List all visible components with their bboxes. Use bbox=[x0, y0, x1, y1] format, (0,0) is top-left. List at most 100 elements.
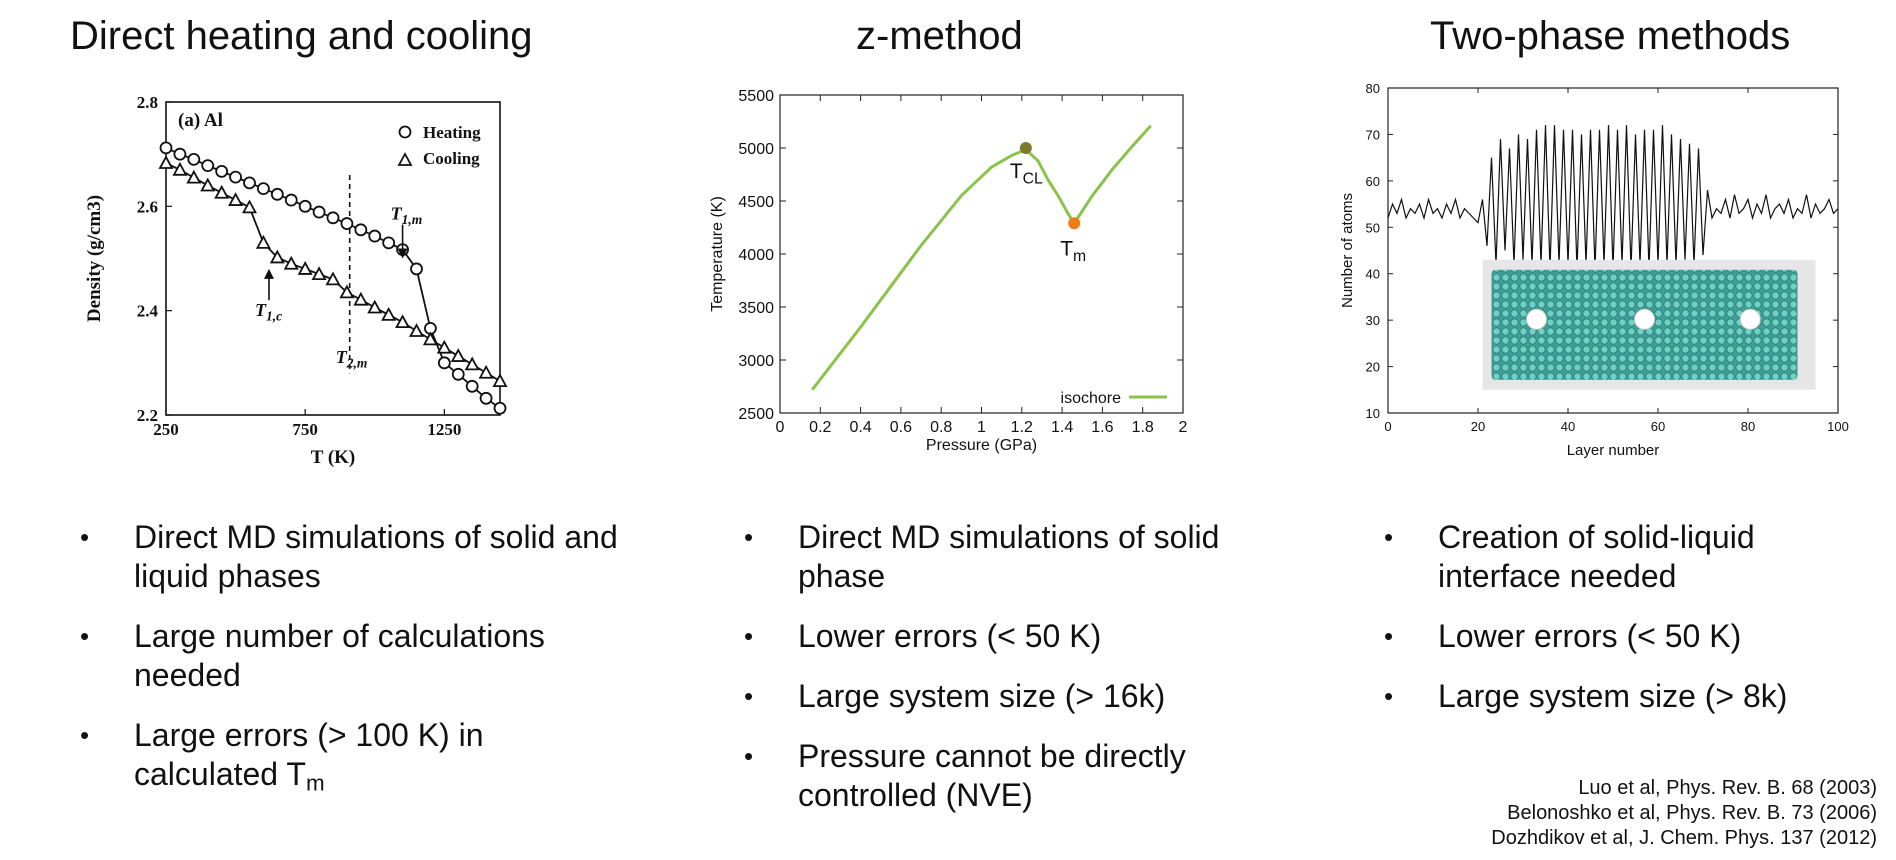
chart1-cooling-point bbox=[450, 348, 466, 362]
chart1-legend-cooling-marker bbox=[397, 152, 413, 166]
bullet-text: Creation of solid-liquid interface neede… bbox=[1438, 519, 1755, 594]
chart1-cooling-point bbox=[408, 323, 425, 337]
chart1-ytick-label: 2.2 bbox=[137, 406, 158, 425]
chart1-cooling-point bbox=[283, 255, 299, 270]
chart1-arrowhead-t1m bbox=[397, 248, 408, 259]
chart1-heating-point bbox=[479, 391, 493, 405]
chart2-point-label-m: Tm bbox=[1060, 237, 1086, 265]
chart1-cooling-point bbox=[395, 314, 411, 329]
chart1-annotation-t1m-base: T bbox=[391, 203, 403, 223]
chart2-xtick-label: 1 bbox=[977, 419, 986, 436]
chart3-xtick-label: 0 bbox=[1384, 419, 1391, 434]
chart1-annotation-t2m: T2,m bbox=[336, 347, 368, 371]
bullet-item: Large system size (> 16k) bbox=[744, 677, 1254, 716]
chart1-panel-label: (a) Al bbox=[178, 110, 223, 131]
chart3-series-line bbox=[1387, 125, 1839, 270]
chart2-point-label-cl-sub: CL bbox=[1023, 171, 1043, 188]
chart1-cooling-point bbox=[200, 177, 216, 192]
bullet-item: Creation of solid-liquid interface neede… bbox=[1384, 518, 1854, 596]
chart3-ytick-label: 30 bbox=[1366, 313, 1380, 328]
chart1-cooling-point bbox=[297, 261, 313, 275]
chart2-xtick-label: 1.2 bbox=[1011, 419, 1033, 436]
chart1-cooling-point bbox=[339, 284, 355, 299]
chart2-xlabel: Pressure (GPa) bbox=[926, 437, 1037, 454]
chart3-xtick-label: 80 bbox=[1741, 419, 1755, 434]
chart3-xtick-label: 40 bbox=[1561, 419, 1575, 434]
chart1-heating-point bbox=[368, 229, 382, 243]
chart1-cooling-point bbox=[478, 364, 494, 379]
chart2-frame bbox=[779, 94, 1184, 414]
bullet-text: Large number of calculations needed bbox=[134, 618, 545, 693]
chart1-arrowhead-t1c bbox=[263, 268, 274, 279]
chart1-heating-point bbox=[410, 262, 423, 276]
chart1-heating-point bbox=[284, 193, 298, 207]
chart1-cooling-point bbox=[214, 184, 230, 199]
chart2-point-label-m-base: T bbox=[1060, 237, 1073, 260]
chart3-ytick-label: 10 bbox=[1366, 406, 1380, 421]
chart1-cooling-point bbox=[172, 161, 188, 176]
chart1-heating-point bbox=[493, 401, 507, 415]
bullets-z-method: Direct MD simulations of solid phase Lowe… bbox=[744, 518, 1254, 836]
chart3-ytick-label: 80 bbox=[1366, 81, 1380, 96]
chart2-ytick-label: 4000 bbox=[738, 247, 774, 264]
chart1-ytick-label: 2.6 bbox=[137, 197, 158, 216]
references: Luo et al, Phys. Rev. B. 68 (2003) Belono… bbox=[1491, 776, 1877, 851]
chart2-xtick-label: 0 bbox=[776, 419, 785, 436]
bullet-text: Pressure cannot be directly controlled (… bbox=[798, 738, 1186, 813]
title-direct-heating: Direct heating and cooling bbox=[70, 14, 533, 58]
chart2-xtick-label: 1.8 bbox=[1132, 419, 1154, 436]
chart1-heating-point bbox=[312, 205, 326, 219]
chart1-cooling-point bbox=[381, 306, 397, 321]
chart2-ytick-label: 5500 bbox=[738, 88, 774, 105]
chart3-ytick-label: 60 bbox=[1366, 174, 1380, 189]
bullet-text: Lower errors (< 50 K) bbox=[1438, 618, 1742, 654]
chart1-cooling-point bbox=[269, 249, 285, 264]
chart3-svg: 10 20 30 40 50 60 70 80 0 20 40 60 80 100 Layer number… bbox=[1339, 81, 1849, 459]
chart1-annotation-t1c-base: T bbox=[255, 300, 267, 320]
chart1-cooling-point bbox=[492, 373, 508, 387]
chart1-annotation-t1m: T1,m bbox=[391, 203, 423, 227]
bullet-item: Large number of calculations needed bbox=[80, 617, 620, 695]
chart1-xtick-label: 250 bbox=[153, 420, 179, 439]
reference-line: Luo et al, Phys. Rev. B. 68 (2003) bbox=[1578, 777, 1877, 799]
chart1-legend-heating: Heating bbox=[423, 123, 481, 142]
chart3-ytick-label: 50 bbox=[1366, 220, 1380, 235]
chart2-ytick-label: 3500 bbox=[738, 300, 774, 317]
chart1-svg: 2.2 2.4 2.6 2.8 250 750 1250 T (K) Density (g/cm… bbox=[84, 93, 508, 468]
chart2-ytick-label: 2500 bbox=[738, 406, 774, 423]
chart1-heating-point bbox=[229, 170, 242, 184]
bullet-item: Pressure cannot be directly controlled (… bbox=[744, 737, 1254, 815]
chart3-xtick-label: 60 bbox=[1651, 419, 1665, 434]
bullet-item: Direct MD simulations of solid and liqui… bbox=[80, 518, 620, 596]
chart3-xlabel: Layer number bbox=[1567, 442, 1660, 459]
chart1-cooling-point bbox=[186, 169, 202, 184]
bullets-two-phase: Creation of solid-liquid interface neede… bbox=[1384, 518, 1854, 737]
chart2-ylabel: Temperature (K) bbox=[709, 196, 726, 312]
chart2-ytick-label: 5000 bbox=[738, 141, 774, 158]
chart1-xlabel: T (K) bbox=[311, 447, 356, 468]
chart1-heating-point bbox=[354, 223, 368, 237]
chart1-annotation-t1m-sub: 1,m bbox=[402, 212, 423, 227]
chart2-point-label-cl: TCL bbox=[1010, 160, 1043, 188]
chart1-legend-cooling: Cooling bbox=[423, 149, 480, 168]
chart3-xtick-label: 20 bbox=[1471, 419, 1485, 434]
bullet-text: Large system size (> 8k) bbox=[1438, 678, 1788, 714]
bullet-text: Direct MD simulations of solid and liqui… bbox=[134, 519, 618, 594]
chart2-xtick-label: 0.2 bbox=[809, 419, 831, 436]
chart1-cooling-point bbox=[241, 199, 258, 214]
chart2-xtick-label: 1.6 bbox=[1091, 419, 1113, 436]
chart3-ytick-label: 40 bbox=[1366, 267, 1380, 282]
chart2-xtick-label: 1.4 bbox=[1051, 419, 1073, 436]
chart2-legend-label: isochore bbox=[1061, 390, 1122, 407]
chart2-xtick-label: 0.8 bbox=[930, 419, 952, 436]
bullet-item: Lower errors (< 50 K) bbox=[744, 617, 1254, 656]
chart1-xtick-label: 1250 bbox=[427, 420, 461, 439]
chart1-heating-point bbox=[201, 159, 215, 173]
chart3-ylabel: Number of atoms bbox=[1339, 193, 1356, 308]
chart3-frame bbox=[1387, 87, 1839, 414]
chart1-heating-point bbox=[187, 152, 201, 166]
chart2-xtick-label: 0.6 bbox=[890, 419, 912, 436]
chart1-heating-point bbox=[257, 182, 270, 195]
bullet-text: Large errors (> 100 K) in calculated T bbox=[134, 717, 484, 792]
chart1-heating-point bbox=[465, 379, 479, 393]
